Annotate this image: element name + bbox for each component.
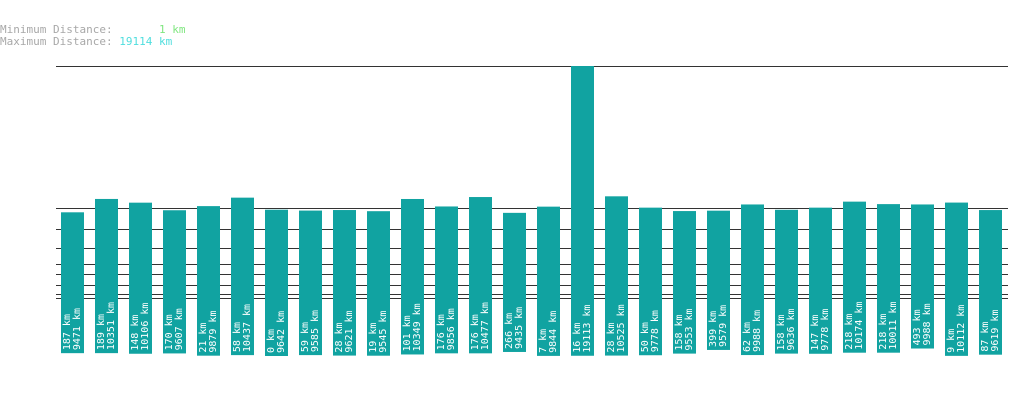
bar-5 xyxy=(231,197,254,356)
bar-1 xyxy=(95,198,118,354)
bar-6 xyxy=(265,209,288,356)
min-distance-label: Minimum Distance: xyxy=(0,23,113,36)
bar-top-label-16: 10525 km xyxy=(616,304,627,352)
bar-20 xyxy=(741,204,764,356)
bar-bottom-label-9: 19 km xyxy=(368,323,379,353)
bar-0 xyxy=(61,212,84,354)
bar-25 xyxy=(911,204,934,349)
bar-bottom-label-11: 176 km xyxy=(436,314,447,350)
bar-top-label-15: 19113 km xyxy=(582,305,593,353)
max-distance-value: 19114 km xyxy=(119,35,173,48)
bar-bottom-label-21: 158 km xyxy=(776,314,787,350)
bar-top-label-9: 9545 km xyxy=(378,311,389,353)
bar-bottom-label-12: 176 km xyxy=(470,314,481,350)
bar-bottom-label-2: 148 km xyxy=(130,315,141,351)
bar-19 xyxy=(707,210,730,350)
bar-bottom-label-22: 147 km xyxy=(810,315,821,351)
bar-bottom-label-15: 16 km xyxy=(572,323,583,353)
max-distance-row: Maximum Distance: 19114 km xyxy=(0,36,185,48)
bar-bottom-label-14: 7 km xyxy=(538,329,549,353)
distance-summary: Minimum Distance: 1 km Maximum Distance:… xyxy=(0,24,185,48)
bar-18 xyxy=(673,211,696,354)
bar-2 xyxy=(129,202,152,354)
bar-top-label-24: 10011 km xyxy=(888,302,899,350)
bar-top-label-18: 9553 km xyxy=(684,308,695,350)
bar-bottom-label-6: 0 km xyxy=(266,329,277,353)
bar-top-label-7: 9585 km xyxy=(310,310,321,352)
bar-bottom-label-24: 218 km xyxy=(878,314,889,350)
bar-bottom-label-17: 50 km xyxy=(640,322,651,352)
bar-bottom-label-13: 266 km xyxy=(504,313,515,349)
bar-3 xyxy=(163,210,186,354)
bar-13 xyxy=(503,212,526,352)
bar-bottom-label-16: 28 km xyxy=(606,322,617,352)
bar-bottom-label-19: 399 km xyxy=(708,311,719,347)
bar-top-label-0: 9471 km xyxy=(72,308,83,350)
bar-15 xyxy=(571,66,594,356)
bar-9 xyxy=(367,211,390,356)
max-distance-label: Maximum Distance: xyxy=(0,35,113,48)
bar-top-label-20: 9988 km xyxy=(752,310,763,352)
bar-24 xyxy=(877,204,900,353)
bar-top-label-10: 10349 km xyxy=(412,303,423,351)
bar-bottom-label-1: 189 km xyxy=(96,314,107,350)
bar-bottom-label-26: 9 km xyxy=(946,329,957,353)
min-distance-row: Minimum Distance: 1 km xyxy=(0,24,185,36)
bar-10 xyxy=(401,198,424,355)
bar-12 xyxy=(469,197,492,354)
bar-top-label-13: 9435 km xyxy=(514,307,525,349)
bar-27 xyxy=(979,210,1002,355)
bar-7 xyxy=(299,210,322,356)
bar-top-label-5: 10437 km xyxy=(242,304,253,352)
bar-bottom-label-0: 187 km xyxy=(62,314,73,350)
bar-bottom-label-23: 218 km xyxy=(844,314,855,350)
bar-4 xyxy=(197,206,220,356)
bar-top-label-3: 9607 km xyxy=(174,308,185,350)
bar-22 xyxy=(809,207,832,354)
bar-26 xyxy=(945,202,968,356)
bar-top-label-25: 9988 km xyxy=(922,303,933,345)
bar-top-label-19: 9579 km xyxy=(718,305,729,347)
bar-bottom-label-20: 62 km xyxy=(742,322,753,352)
bar-8 xyxy=(333,210,356,356)
bar-bottom-label-5: 58 km xyxy=(232,322,243,352)
bar-top-label-1: 10351 km xyxy=(106,302,117,350)
bar-top-label-21: 9636 km xyxy=(786,308,797,350)
bar-14 xyxy=(537,206,560,356)
bar-top-label-12: 10477 km xyxy=(480,302,491,350)
bar-11 xyxy=(435,206,458,354)
bar-top-label-26: 10112 km xyxy=(956,305,967,353)
bar-top-label-4: 9879 km xyxy=(208,311,219,353)
bar-16 xyxy=(605,196,628,356)
bars-group: 187 km 9471 km 189 km 10351 km 148 km 10106 k… xyxy=(61,66,1002,356)
min-distance-value: 1 km xyxy=(158,23,186,36)
bar-21 xyxy=(775,209,798,354)
bar-top-label-22: 9778 km xyxy=(820,309,831,351)
bar-top-label-6: 9642 km xyxy=(276,311,287,353)
bar-top-label-14: 9844 km xyxy=(548,311,559,353)
bar-top-label-11: 9856 km xyxy=(446,308,457,350)
bar-bottom-label-18: 158 km xyxy=(674,314,685,350)
bar-bottom-label-25: 493 km xyxy=(912,309,923,345)
bar-top-label-17: 9778 km xyxy=(650,310,661,352)
bar-top-label-8: 9621 km xyxy=(344,310,355,352)
bar-bottom-label-7: 59 km xyxy=(300,322,311,352)
bar-17 xyxy=(639,207,662,356)
bar-bottom-label-4: 21 km xyxy=(198,323,209,353)
bar-bottom-label-27: 87 km xyxy=(980,322,991,352)
bar-bottom-label-10: 101 km xyxy=(402,315,413,351)
bar-top-label-2: 10106 km xyxy=(140,303,151,351)
bar-top-label-27: 9619 km xyxy=(990,310,1001,352)
bar-top-label-23: 10174 km xyxy=(854,302,865,350)
bar-bottom-label-8: 28 km xyxy=(334,322,345,352)
bar-bottom-label-3: 170 km xyxy=(164,314,175,350)
bar-23 xyxy=(843,201,866,353)
